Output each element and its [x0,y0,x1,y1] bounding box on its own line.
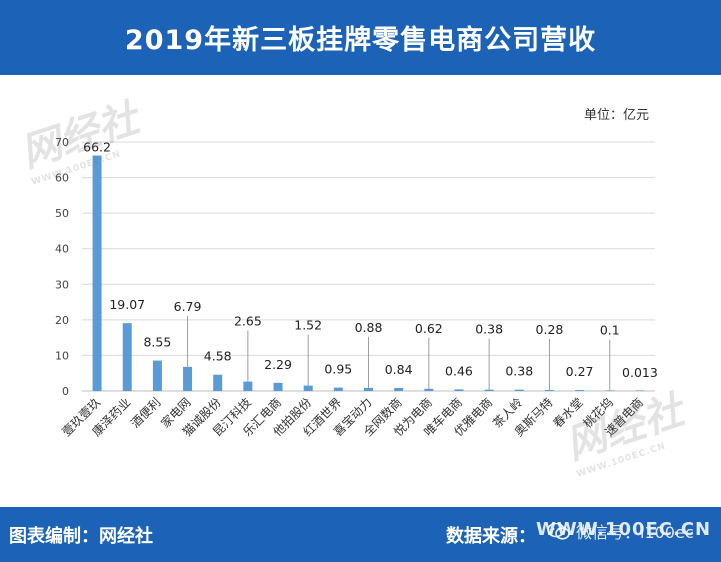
data-label: 0.95 [324,362,352,377]
data-label: 0.84 [385,362,413,377]
bar [92,155,102,391]
chart-area: 0 10 20 30 40 50 60 70 66.2 壹玖壹玖 19.07 康泽药业 8.55 酒便利 6… [0,75,721,507]
bar [454,389,464,391]
y-tick-label: 70 [55,136,69,149]
bar [575,390,585,391]
data-label: 0.46 [445,363,473,378]
data-label: 0.1 [600,323,620,338]
data-label: 0.27 [566,364,594,379]
footer-source-label: 数据来源： [446,526,536,547]
data-label: 0.28 [536,322,564,337]
y-tick-label: 20 [55,314,69,327]
unit-label: 单位：亿元 [583,108,649,123]
wechat-watermark: 微信号：i100ec [547,519,694,543]
footer-bar: 图表编制：网经社 数据来源： WWW.100EC.CN [0,507,721,562]
data-label: 0.013 [622,365,658,380]
y-tick-label: 10 [55,349,69,362]
bar [484,389,494,391]
data-label: 0.38 [475,322,503,337]
y-tick-label: 50 [55,207,69,220]
data-label: 19.07 [109,297,145,312]
chart-title: 2019年新三板挂牌零售电商公司营收 [124,25,597,56]
bar [635,390,645,391]
bar [605,390,615,391]
bar [303,385,313,391]
bar [273,382,283,391]
bar [333,387,343,391]
y-tick-label: 30 [55,278,69,291]
bar [243,381,253,391]
bar [514,389,524,391]
bar [424,388,434,391]
data-label: 0.62 [415,321,443,336]
data-label: 8.55 [143,335,171,350]
data-label: 4.58 [204,349,232,364]
x-tick-label: 酒便利 [128,395,163,430]
data-label: 66.2 [83,140,111,155]
y-tick-label: 60 [55,172,69,185]
bar [213,374,223,391]
data-label: 0.88 [355,320,383,335]
y-tick-label: 40 [55,243,69,256]
x-tick-label: 春水堂 [550,395,585,430]
bar [394,388,404,391]
data-label: 0.38 [505,364,533,379]
bar [122,323,132,391]
bar [152,360,162,391]
bar [544,390,554,391]
bar [364,387,373,391]
footer-source-logo: WWW.100EC.CN [536,519,712,540]
y-tick-label: 0 [62,385,69,398]
wechat-icon [547,522,570,540]
data-label: 2.29 [264,357,292,372]
wechat-text: 微信号：i100ec [576,523,694,542]
bar [183,366,193,391]
data-label: 1.52 [294,318,322,333]
data-label: 6.79 [174,299,202,314]
data-label: 2.65 [234,314,262,329]
footer-editor: 图表编制：网经社 [9,526,153,547]
chart-header: 2019年新三板挂牌零售电商公司营收 [0,0,721,75]
